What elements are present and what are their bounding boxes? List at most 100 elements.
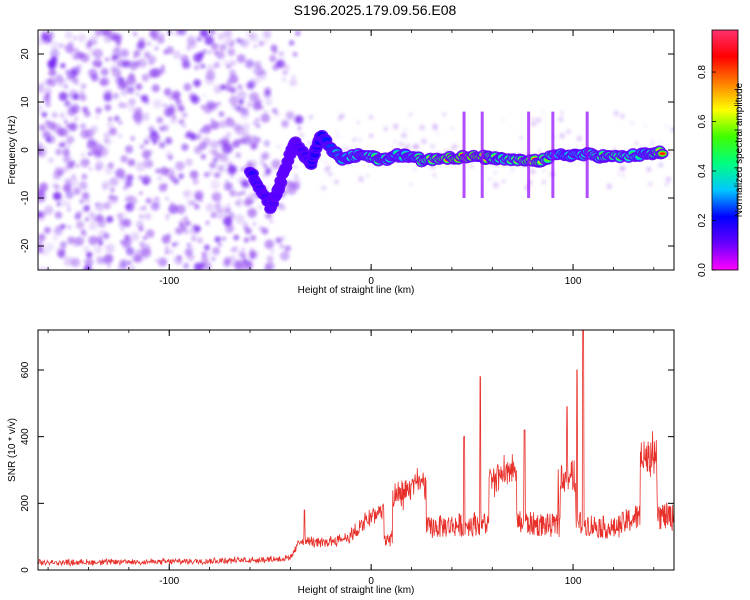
- noise-blob: [48, 68, 56, 77]
- noise-blob: [214, 172, 220, 179]
- noise-blob: [146, 160, 154, 168]
- noise-blob: [70, 257, 81, 268]
- noise-blob: [245, 32, 250, 36]
- noise-blob: [38, 266, 45, 270]
- noise-speck: [542, 169, 546, 172]
- noise-speck: [392, 123, 399, 130]
- noise-speck: [630, 121, 634, 125]
- noise-blob: [80, 129, 90, 139]
- noise-blob: [54, 74, 64, 83]
- noise-blob: [138, 206, 143, 212]
- noise-blob: [292, 164, 298, 170]
- noise-speck: [333, 179, 339, 185]
- noise-blob: [95, 150, 102, 157]
- noise-speck: [644, 124, 647, 128]
- noise-blob: [83, 110, 91, 118]
- noise-speck: [369, 133, 373, 138]
- noise-blob: [141, 112, 150, 121]
- noise-blob: [124, 198, 128, 202]
- noise-blob: [245, 59, 255, 69]
- noise-blob: [95, 214, 104, 223]
- noise-blob: [243, 198, 252, 207]
- noise-blob: [241, 131, 251, 141]
- noise-blob: [168, 107, 177, 116]
- noise-blob: [261, 151, 270, 160]
- noise-blob: [71, 66, 81, 76]
- noise-blob: [59, 112, 65, 119]
- noise-blob: [223, 59, 230, 67]
- noise-blob: [245, 260, 254, 269]
- noise-blob: [110, 187, 115, 193]
- noise-blob: [243, 237, 250, 243]
- noise-speck: [344, 146, 349, 151]
- noise-blob: [244, 227, 252, 235]
- noise-speck: [393, 140, 397, 143]
- noise-blob: [224, 37, 234, 47]
- noise-blob: [228, 164, 238, 174]
- noise-blob: [235, 198, 244, 207]
- noise-blob: [190, 225, 200, 236]
- noise-blob: [204, 123, 213, 132]
- noise-blob: [241, 179, 250, 189]
- noise-blob: [126, 86, 135, 94]
- noise-blob: [266, 255, 274, 263]
- noise-blob: [176, 30, 187, 36]
- noise-blob: [284, 64, 290, 70]
- noise-blob: [233, 123, 242, 132]
- noise-blob: [236, 54, 246, 64]
- noise-speck: [452, 143, 458, 150]
- noise-blob: [223, 30, 233, 38]
- noise-blob: [181, 112, 188, 118]
- noise-speck: [432, 173, 437, 177]
- noise-blob: [149, 30, 157, 38]
- noise-blob: [100, 67, 109, 76]
- noise-speck: [308, 114, 314, 120]
- noise-blob: [231, 255, 236, 260]
- noise-blob: [293, 174, 298, 179]
- noise-blob: [130, 136, 135, 141]
- noise-blob: [114, 56, 124, 66]
- noise-blob: [163, 88, 172, 97]
- noise-blob: [77, 33, 87, 43]
- noise-blob: [213, 61, 221, 69]
- noise-blob: [52, 123, 62, 134]
- noise-blob: [163, 49, 169, 55]
- noise-blob: [208, 50, 213, 54]
- noise-blob: [54, 211, 63, 219]
- noise-blob: [118, 120, 123, 125]
- noise-blob: [226, 202, 231, 207]
- noise-blob: [63, 256, 74, 267]
- noise-blob: [215, 152, 222, 159]
- noise-blob: [211, 191, 222, 202]
- noise-blob: [115, 45, 122, 52]
- noise-speck: [398, 141, 404, 147]
- noise-blob: [186, 253, 195, 262]
- noise-blob: [217, 213, 224, 220]
- noise-blob: [81, 173, 88, 180]
- noise-blob: [83, 233, 88, 238]
- noise-blob: [59, 43, 64, 49]
- noise-blob: [87, 151, 92, 156]
- noise-blob: [62, 154, 72, 164]
- noise-blob: [62, 117, 67, 121]
- noise-blob: [189, 170, 199, 179]
- noise-blob: [74, 116, 79, 121]
- noise-blob: [46, 32, 55, 40]
- noise-blob: [68, 89, 79, 100]
- noise-blob: [182, 189, 193, 199]
- noise-blob: [75, 164, 80, 168]
- noise-blob: [210, 120, 220, 130]
- noise-blob: [250, 192, 255, 196]
- noise-blob: [154, 196, 160, 201]
- noise-blob: [213, 247, 220, 254]
- colorbar-tick-label: 0.4: [697, 164, 708, 178]
- noise-blob: [145, 229, 155, 238]
- noise-speck: [541, 179, 547, 185]
- noise-blob: [264, 264, 271, 270]
- noise-blob: [47, 77, 57, 87]
- noise-blob: [201, 262, 205, 266]
- colorbar-tick-label: 0.6: [697, 114, 708, 128]
- noise-blob: [235, 105, 243, 113]
- y-tick-label: -20: [20, 238, 31, 253]
- noise-speck: [648, 182, 653, 187]
